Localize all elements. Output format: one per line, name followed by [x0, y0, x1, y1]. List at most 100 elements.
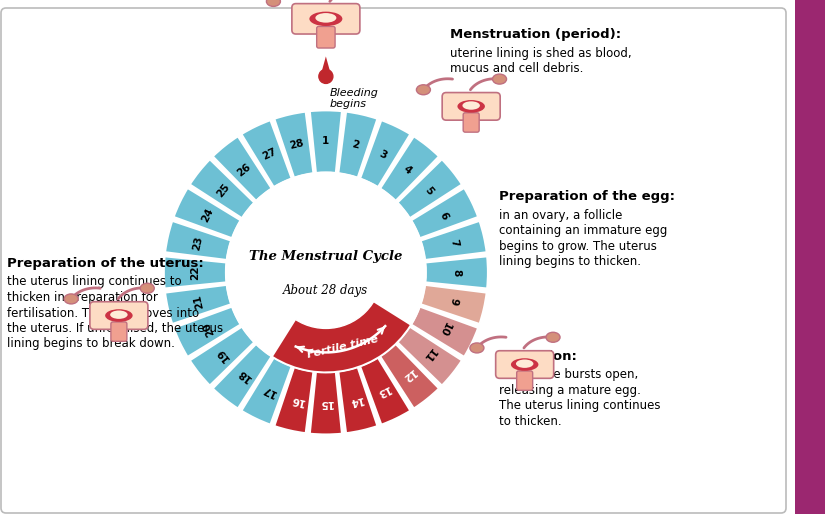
Text: 22: 22: [190, 265, 200, 280]
Text: 14: 14: [346, 394, 363, 407]
Wedge shape: [190, 159, 254, 218]
Wedge shape: [190, 327, 254, 386]
Wedge shape: [398, 327, 462, 386]
Wedge shape: [164, 256, 226, 288]
Ellipse shape: [516, 359, 534, 368]
Text: uterine lining is shed as blood,: uterine lining is shed as blood,: [450, 47, 631, 60]
Wedge shape: [361, 120, 410, 187]
Text: 8: 8: [452, 269, 462, 276]
Wedge shape: [310, 372, 342, 434]
Wedge shape: [421, 285, 487, 324]
Wedge shape: [275, 367, 314, 433]
Text: 9: 9: [448, 297, 460, 306]
FancyBboxPatch shape: [442, 93, 500, 120]
Circle shape: [270, 216, 382, 328]
Bar: [795, 0, 825, 514]
Text: lining begins to thicken.: lining begins to thicken.: [499, 255, 641, 268]
Wedge shape: [411, 188, 478, 238]
Text: About 28 days: About 28 days: [283, 284, 369, 297]
Text: the uterus. If unfertilised, the uterus: the uterus. If unfertilised, the uterus: [7, 322, 223, 335]
Text: thicken in preparation for: thicken in preparation for: [7, 291, 158, 304]
Wedge shape: [213, 136, 271, 201]
Wedge shape: [174, 188, 241, 238]
Polygon shape: [321, 57, 331, 75]
Text: the follicle bursts open,: the follicle bursts open,: [499, 368, 639, 381]
Ellipse shape: [315, 13, 337, 23]
Wedge shape: [174, 307, 241, 357]
Text: 28: 28: [289, 138, 305, 151]
Text: 10: 10: [436, 321, 451, 338]
Ellipse shape: [457, 100, 485, 113]
Ellipse shape: [463, 101, 480, 109]
Text: 25: 25: [215, 182, 232, 199]
Wedge shape: [273, 272, 410, 372]
Text: 21: 21: [191, 293, 205, 310]
Text: 13: 13: [374, 383, 391, 398]
Text: fertilisation. The egg moves into: fertilisation. The egg moves into: [7, 306, 199, 320]
Text: 12: 12: [398, 366, 417, 383]
FancyBboxPatch shape: [90, 302, 148, 329]
Ellipse shape: [493, 74, 507, 84]
Text: 6: 6: [438, 210, 450, 221]
Text: 17: 17: [260, 383, 278, 398]
Wedge shape: [411, 307, 478, 357]
Text: 2: 2: [351, 139, 360, 151]
Text: 27: 27: [260, 146, 278, 162]
Text: mucus and cell debris.: mucus and cell debris.: [450, 62, 583, 75]
FancyBboxPatch shape: [292, 4, 360, 34]
Wedge shape: [165, 221, 231, 260]
Wedge shape: [380, 136, 439, 201]
Text: 16: 16: [289, 394, 305, 407]
Text: 11: 11: [420, 345, 436, 363]
Wedge shape: [242, 120, 291, 187]
Wedge shape: [398, 159, 462, 218]
Wedge shape: [310, 111, 342, 173]
Text: Menstruation (period):: Menstruation (period):: [450, 28, 620, 41]
Wedge shape: [165, 285, 231, 324]
Text: 5: 5: [422, 185, 435, 197]
Text: 3: 3: [377, 149, 388, 160]
Text: 23: 23: [191, 235, 205, 251]
Ellipse shape: [511, 358, 539, 371]
Text: Ovulation:: Ovulation:: [499, 350, 577, 362]
Text: in an ovary, a follicle: in an ovary, a follicle: [499, 209, 623, 222]
Ellipse shape: [105, 309, 133, 322]
Text: containing an immature egg: containing an immature egg: [499, 224, 667, 237]
Wedge shape: [242, 358, 291, 425]
Ellipse shape: [309, 12, 342, 26]
Text: The Menstrual Cycle: The Menstrual Cycle: [249, 250, 403, 263]
Text: Bleeding
begins: Bleeding begins: [330, 88, 379, 109]
Ellipse shape: [64, 294, 78, 304]
Text: The uterus lining continues: The uterus lining continues: [499, 399, 661, 412]
Wedge shape: [275, 112, 314, 178]
Ellipse shape: [470, 343, 484, 353]
Text: to thicken.: to thicken.: [499, 414, 562, 428]
Ellipse shape: [546, 332, 560, 342]
Text: begins to grow. The uterus: begins to grow. The uterus: [499, 240, 657, 253]
FancyBboxPatch shape: [516, 371, 533, 390]
Wedge shape: [426, 256, 488, 288]
Text: 26: 26: [235, 161, 253, 178]
Ellipse shape: [140, 283, 154, 293]
Text: releasing a mature egg.: releasing a mature egg.: [499, 383, 641, 396]
FancyBboxPatch shape: [111, 322, 127, 341]
FancyBboxPatch shape: [496, 351, 554, 378]
FancyBboxPatch shape: [1, 8, 786, 513]
Ellipse shape: [111, 310, 128, 319]
Wedge shape: [338, 112, 377, 178]
Wedge shape: [421, 221, 487, 260]
Wedge shape: [380, 344, 439, 409]
Text: 20: 20: [200, 321, 215, 338]
Ellipse shape: [266, 0, 281, 6]
Text: Preparation of the uterus:: Preparation of the uterus:: [7, 257, 203, 270]
Text: 15: 15: [318, 398, 333, 409]
Wedge shape: [213, 344, 271, 409]
Text: 24: 24: [200, 207, 215, 224]
Wedge shape: [361, 358, 410, 425]
Circle shape: [319, 69, 332, 83]
Wedge shape: [338, 367, 377, 433]
Text: 19: 19: [215, 345, 232, 363]
Text: 7: 7: [448, 238, 460, 248]
Text: 1: 1: [323, 136, 329, 146]
Text: lining begins to break down.: lining begins to break down.: [7, 338, 174, 351]
